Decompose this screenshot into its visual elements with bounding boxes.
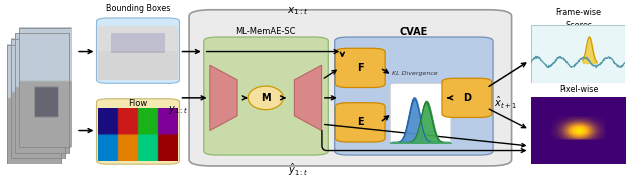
- Polygon shape: [210, 65, 237, 130]
- FancyBboxPatch shape: [189, 10, 511, 166]
- FancyBboxPatch shape: [335, 103, 385, 142]
- FancyBboxPatch shape: [390, 83, 451, 143]
- Text: $\hat{x}_{t+1}$: $\hat{x}_{t+1}$: [494, 95, 516, 111]
- FancyBboxPatch shape: [204, 37, 328, 155]
- FancyBboxPatch shape: [335, 37, 493, 155]
- Text: KL Divergence: KL Divergence: [392, 71, 437, 76]
- Text: $\hat{y}_{1:t}$: $\hat{y}_{1:t}$: [287, 161, 308, 178]
- Text: $y_{1:t}$: $y_{1:t}$: [168, 104, 188, 116]
- Text: E: E: [357, 117, 364, 127]
- Text: Flow: Flow: [129, 99, 148, 108]
- Text: ML-MemAE-SC: ML-MemAE-SC: [236, 27, 296, 36]
- Text: $x_{1:t}$: $x_{1:t}$: [287, 5, 308, 17]
- FancyBboxPatch shape: [97, 99, 179, 164]
- Text: Pixel-wise: Pixel-wise: [559, 85, 598, 94]
- Text: Frame-wise: Frame-wise: [556, 8, 602, 17]
- Text: D: D: [463, 93, 471, 103]
- FancyBboxPatch shape: [442, 78, 492, 117]
- Polygon shape: [294, 65, 321, 130]
- Text: F: F: [357, 63, 364, 73]
- Text: Scores: Scores: [565, 97, 592, 106]
- Text: Bounding Boxes: Bounding Boxes: [106, 4, 170, 13]
- Ellipse shape: [248, 86, 284, 110]
- FancyBboxPatch shape: [97, 18, 179, 83]
- FancyBboxPatch shape: [335, 48, 385, 87]
- Text: Scores: Scores: [565, 21, 592, 30]
- Text: M: M: [261, 93, 271, 103]
- Text: CVAE: CVAE: [400, 27, 428, 37]
